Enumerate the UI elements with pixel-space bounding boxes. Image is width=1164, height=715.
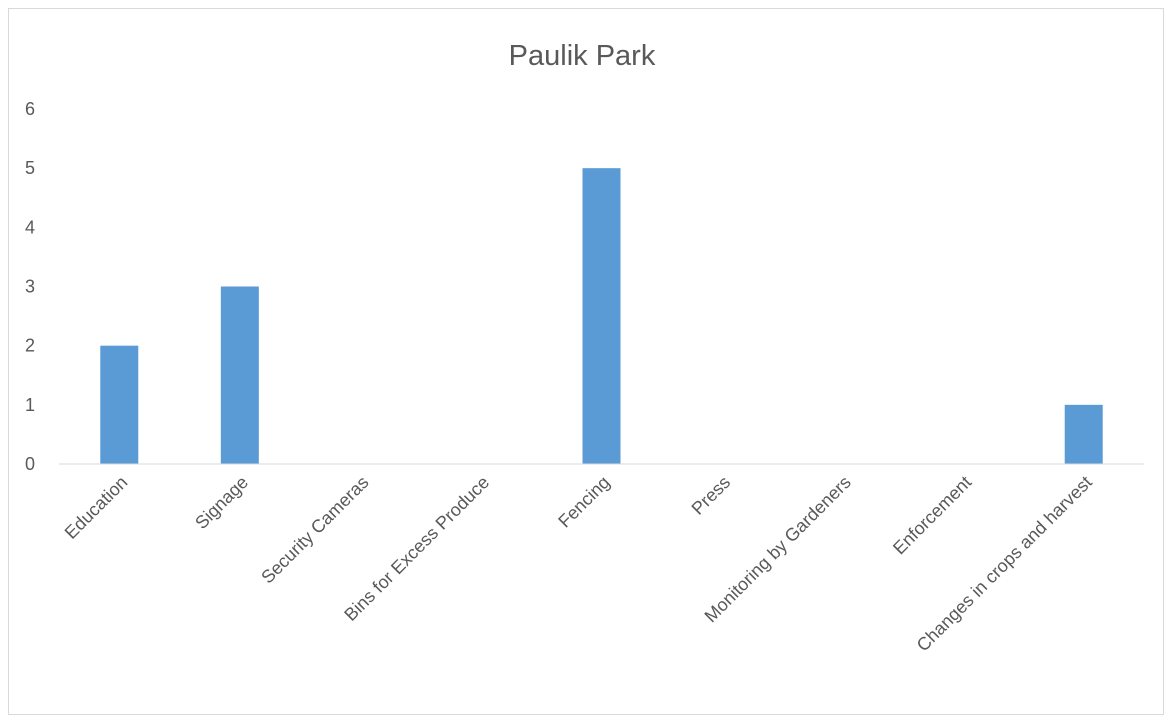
chart-title: Paulik Park — [509, 40, 656, 72]
y-tick-label: 4 — [25, 217, 35, 237]
x-tick-label: Security Cameras — [257, 472, 372, 587]
bar — [100, 345, 139, 464]
bar — [220, 286, 259, 464]
y-tick-label: 2 — [25, 336, 35, 356]
x-tick-label: Enforcement — [889, 472, 975, 558]
bar — [582, 168, 621, 464]
y-tick-label: 6 — [25, 99, 35, 119]
bar — [1064, 404, 1103, 464]
y-tick-label: 5 — [25, 158, 35, 178]
y-tick-label: 3 — [25, 277, 35, 297]
x-tick-label: Signage — [191, 472, 252, 533]
y-tick-label: 1 — [25, 395, 35, 415]
bar-series — [100, 168, 1103, 464]
y-tick-label: 0 — [25, 454, 35, 474]
x-tick-label: Fencing — [554, 472, 613, 531]
x-tick-label: Education — [61, 472, 132, 543]
x-tick-label: Press — [688, 472, 735, 519]
y-axis-ticks: 0 1 2 3 4 5 6 — [25, 99, 35, 474]
